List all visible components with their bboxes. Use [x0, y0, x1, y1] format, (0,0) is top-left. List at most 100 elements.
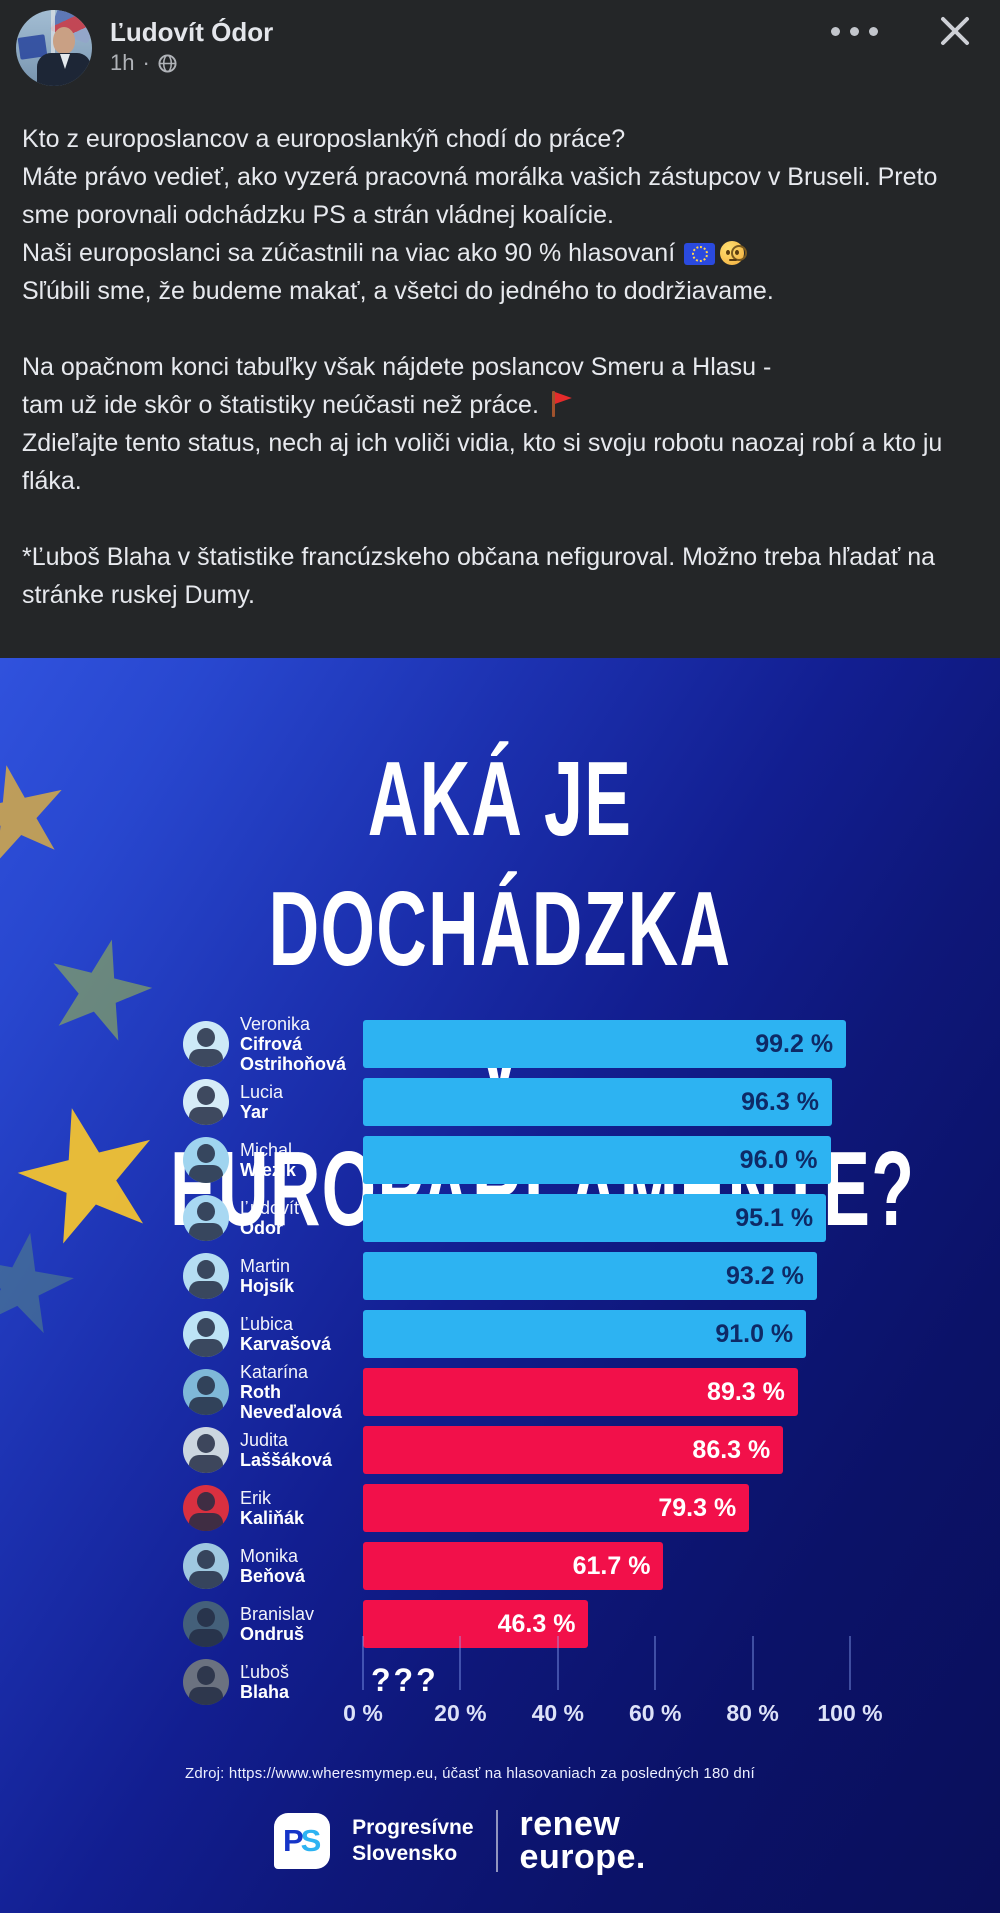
attendance-infographic-image[interactable]: AKÁ JE DOCHÁDZKA V EUROPARLAMENTE? Veron… — [0, 658, 1000, 1913]
post-text: Na opačnom konci tabuľky však nájdete po… — [22, 353, 772, 419]
party-name-line1: Progresívne — [352, 1816, 474, 1839]
axis-tick-line — [751, 1636, 754, 1690]
mep-name: Martin Hojsík — [240, 1247, 362, 1305]
more-options-icon[interactable] — [825, 21, 884, 42]
chart-row: Katarína Roth Neveďalová 89.3 % — [0, 1362, 1000, 1422]
attendance-bar: 96.0 % — [363, 1136, 831, 1184]
attendance-value: 99.2 % — [755, 1030, 834, 1058]
attendance-value-missing: ??? — [371, 1662, 439, 1698]
bar-cell: ??? — [363, 1653, 850, 1711]
ps-logo-letter-p: P — [282, 1823, 304, 1858]
mep-photo — [183, 1021, 229, 1067]
header-actions — [825, 12, 974, 50]
attendance-value: 96.3 % — [741, 1088, 819, 1116]
mep-first-name: Katarína — [240, 1362, 309, 1382]
avatar[interactable] — [16, 10, 92, 86]
silhouette-head — [197, 1318, 215, 1337]
mep-photo — [183, 1369, 229, 1415]
timestamp[interactable]: 1h — [110, 50, 135, 75]
axis-tick-label: 60 % — [628, 1700, 682, 1726]
axis-tick-line — [849, 1636, 851, 1690]
mep-first-name: Branislav — [240, 1604, 315, 1624]
mep-surname: Cifrová Ostrihoňová — [240, 1034, 347, 1074]
attendance-bar: 79.3 % — [363, 1484, 750, 1532]
mep-first-name: Lucia — [240, 1082, 284, 1102]
silhouette-head — [197, 1260, 215, 1279]
mep-name: Ľudovít Ódor — [240, 1189, 362, 1247]
silhouette-body — [189, 1049, 223, 1067]
silhouette-body — [189, 1397, 223, 1415]
mep-first-name: Ľuboš — [240, 1662, 290, 1682]
mep-first-name: Ľubica — [240, 1314, 294, 1334]
chart-row: Martin Hojsík 93.2 % — [0, 1247, 1000, 1305]
mep-surname: Wiezik — [240, 1160, 296, 1180]
attendance-bar: 96.3 % — [363, 1078, 832, 1126]
monocle-face-icon — [720, 241, 748, 265]
red-flag-icon — [550, 391, 574, 418]
bar-cell: 79.3 % — [363, 1479, 850, 1537]
mep-surname: Laššáková — [240, 1450, 333, 1470]
bar-cell: 95.1 % — [363, 1189, 850, 1247]
mep-photo — [183, 1079, 229, 1125]
axis-tick-line — [459, 1636, 462, 1690]
renew-europe-logo: renew europe. — [519, 1805, 646, 1876]
mep-surname: Ódor — [240, 1218, 283, 1238]
mep-name: Branislav Ondruš — [240, 1595, 362, 1653]
silhouette-head — [197, 1434, 215, 1453]
post-text: *Ľuboš Blaha v štatistike francúzskeho o… — [22, 543, 936, 609]
axis-tick-label: 100 % — [817, 1700, 883, 1726]
mep-surname: Ondruš — [240, 1624, 305, 1644]
silhouette-head — [197, 1086, 215, 1105]
mep-name: Veronika Cifrová Ostrihoňová — [240, 1014, 362, 1074]
mep-surname: Hojsík — [240, 1276, 295, 1296]
renew-logo-line1: renew — [519, 1805, 621, 1843]
mep-first-name: Veronika — [240, 1014, 311, 1034]
silhouette-head — [197, 1376, 215, 1395]
silhouette-body — [189, 1281, 223, 1299]
post-text: Kto z europoslancov a europoslankýň chod… — [22, 125, 938, 267]
attendance-value: 95.1 % — [735, 1204, 814, 1232]
mep-photo — [183, 1195, 229, 1241]
party-name: Progresívne Slovensko — [352, 1815, 473, 1867]
silhouette-body — [189, 1223, 223, 1241]
mep-name: Lucia Yar — [240, 1073, 362, 1131]
attendance-bar: 91.0 % — [363, 1310, 807, 1358]
source-note: Zdroj: https://www.wheresmymep.eu, účasť… — [185, 1765, 755, 1782]
post-meta: 1h · — [110, 50, 177, 76]
silhouette-body — [189, 1629, 223, 1647]
chart-rows: Veronika Cifrová Ostrihoňová 99.2 % Luci… — [0, 1014, 1000, 1711]
silhouette-body — [189, 1513, 223, 1531]
bar-cell: 61.7 % — [363, 1537, 850, 1595]
mep-photo — [183, 1485, 229, 1531]
silhouette-body — [189, 1687, 223, 1705]
mep-surname: Blaha — [240, 1682, 290, 1702]
attendance-value: 46.3 % — [497, 1610, 576, 1638]
mep-name: Monika Beňová — [240, 1537, 362, 1595]
renew-logo-line2: europe. — [519, 1838, 646, 1876]
post-paragraph: *Ľuboš Blaha v štatistike francúzskeho o… — [22, 538, 978, 614]
post-text: Zdieľajte tento status, nech aj ich voli… — [22, 429, 943, 495]
chart-row: Judita Laššáková 86.3 % — [0, 1421, 1000, 1479]
infographic-title-line1: AKÁ JE DOCHÁDZKA — [268, 740, 732, 988]
post-body: Kto z europoslancov a europoslankýň chod… — [0, 100, 1000, 614]
author-name[interactable]: Ľudovít Ódor — [110, 17, 274, 47]
post-paragraph: Kto z europoslancov a europoslankýň chod… — [22, 120, 978, 310]
silhouette-head — [197, 1144, 215, 1163]
mep-surname: Yar — [240, 1102, 269, 1122]
mep-photo — [183, 1137, 229, 1183]
attendance-value: 91.0 % — [715, 1320, 794, 1348]
silhouette-body — [189, 1165, 223, 1183]
bar-cell: 99.2 % — [363, 1015, 850, 1073]
mep-first-name: Ľudovít — [240, 1198, 300, 1218]
post-text: Sľúbili sme, že budeme makať, a všetci d… — [22, 277, 774, 305]
bar-cell: 86.3 % — [363, 1421, 850, 1479]
chart-row: Branislav Ondruš 46.3 % — [0, 1595, 1000, 1653]
mep-surname: Beňová — [240, 1566, 306, 1586]
bar-cell: 93.2 % — [363, 1247, 850, 1305]
attendance-value: 96.0 % — [739, 1146, 818, 1174]
chart-row: Ľudovít Ódor 95.1 % — [0, 1189, 1000, 1247]
attendance-value: 79.3 % — [658, 1494, 737, 1522]
attendance-bar: 95.1 % — [363, 1194, 827, 1242]
close-icon[interactable] — [936, 12, 974, 50]
chart-row: Veronika Cifrová Ostrihoňová 99.2 % — [0, 1014, 1000, 1074]
